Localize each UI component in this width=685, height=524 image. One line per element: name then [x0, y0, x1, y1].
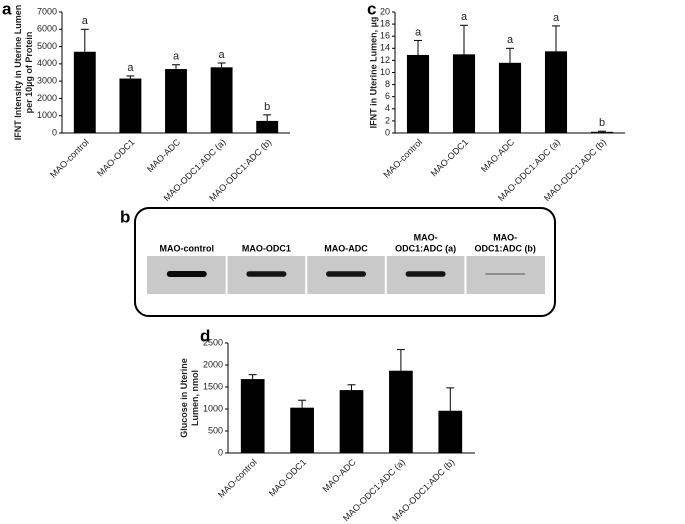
panel-label: d	[200, 326, 210, 345]
blot-frame	[134, 207, 556, 317]
significance-letter: a	[415, 26, 422, 38]
y-tick-label: 0	[52, 127, 57, 137]
y-tick-label: 3000	[37, 76, 57, 86]
y-tick-label: 0	[218, 447, 223, 457]
bar	[389, 370, 413, 453]
bar	[438, 410, 463, 453]
bar	[339, 390, 364, 453]
y-axis-label: per 10µg of Protein	[24, 32, 34, 114]
y-tick-label: 1500	[203, 381, 223, 391]
y-tick-label: 1000	[37, 110, 57, 120]
lane-label: MAO-ADC	[324, 243, 368, 253]
y-tick-label: 2	[385, 115, 390, 125]
panel-label: b	[120, 207, 130, 226]
y-tick-label: 500	[208, 425, 223, 435]
blot-band	[166, 271, 207, 277]
bar	[406, 54, 430, 133]
bar	[165, 69, 187, 133]
bar	[544, 51, 568, 134]
lane-label: MAO-ODC1	[242, 243, 291, 253]
significance-letter: a	[219, 49, 226, 61]
y-tick-label: 16	[380, 31, 390, 41]
y-tick-label: 10	[380, 67, 390, 77]
y-axis-label: IFNT in Uterine Lumen, µg	[368, 17, 378, 129]
lane-label: MAO-	[414, 232, 438, 242]
bar	[590, 131, 614, 133]
y-tick-label: 2500	[203, 337, 223, 347]
y-axis-label: IFNT Intensity in Uterine Lumen	[13, 5, 23, 141]
blot-band	[246, 271, 287, 277]
bar	[290, 407, 314, 453]
lane-label: ODC1:ADC (a)	[395, 243, 456, 253]
y-tick-label: 0	[385, 127, 390, 137]
significance-letter: a	[82, 15, 89, 27]
y-tick-label: 4	[385, 103, 390, 113]
bar	[73, 51, 96, 133]
y-tick-label: 12	[380, 55, 390, 65]
y-tick-label: 14	[380, 43, 390, 53]
y-tick-label: 6000	[37, 24, 57, 34]
y-tick-label: 2000	[37, 93, 57, 103]
bar	[240, 379, 265, 453]
bar	[498, 62, 522, 133]
y-tick-label: 5000	[37, 41, 57, 51]
blot-band	[326, 271, 366, 277]
significance-letter: a	[127, 62, 134, 74]
bar	[210, 67, 233, 133]
significance-letter: b	[264, 101, 270, 113]
blot-band	[485, 273, 526, 275]
bar	[256, 120, 279, 133]
y-tick-label: 1000	[203, 403, 223, 413]
significance-letter: a	[461, 11, 468, 23]
y-tick-label: 8	[385, 79, 390, 89]
y-tick-label: 4000	[37, 58, 57, 68]
significance-letter: a	[173, 51, 180, 63]
significance-letter: a	[507, 34, 514, 46]
y-axis-label: Glucose in Uterine	[179, 358, 189, 438]
y-tick-label: 2000	[203, 359, 223, 369]
significance-letter: b	[599, 117, 605, 129]
blot-band	[405, 271, 446, 277]
panel-label: a	[2, 0, 12, 18]
lane-label: MAO-control	[160, 243, 215, 253]
y-tick-label: 18	[380, 18, 390, 28]
bar	[119, 78, 142, 133]
lane-label: MAO-	[493, 232, 517, 242]
bar	[452, 54, 476, 133]
panel-label: c	[367, 0, 376, 18]
y-axis-label: Lumen, nmol	[190, 370, 200, 426]
significance-letter: a	[553, 12, 560, 24]
y-tick-label: 7000	[37, 6, 57, 16]
y-tick-label: 20	[380, 6, 390, 16]
y-tick-label: 6	[385, 91, 390, 101]
lane-label: ODC1:ADC (b)	[474, 243, 536, 253]
